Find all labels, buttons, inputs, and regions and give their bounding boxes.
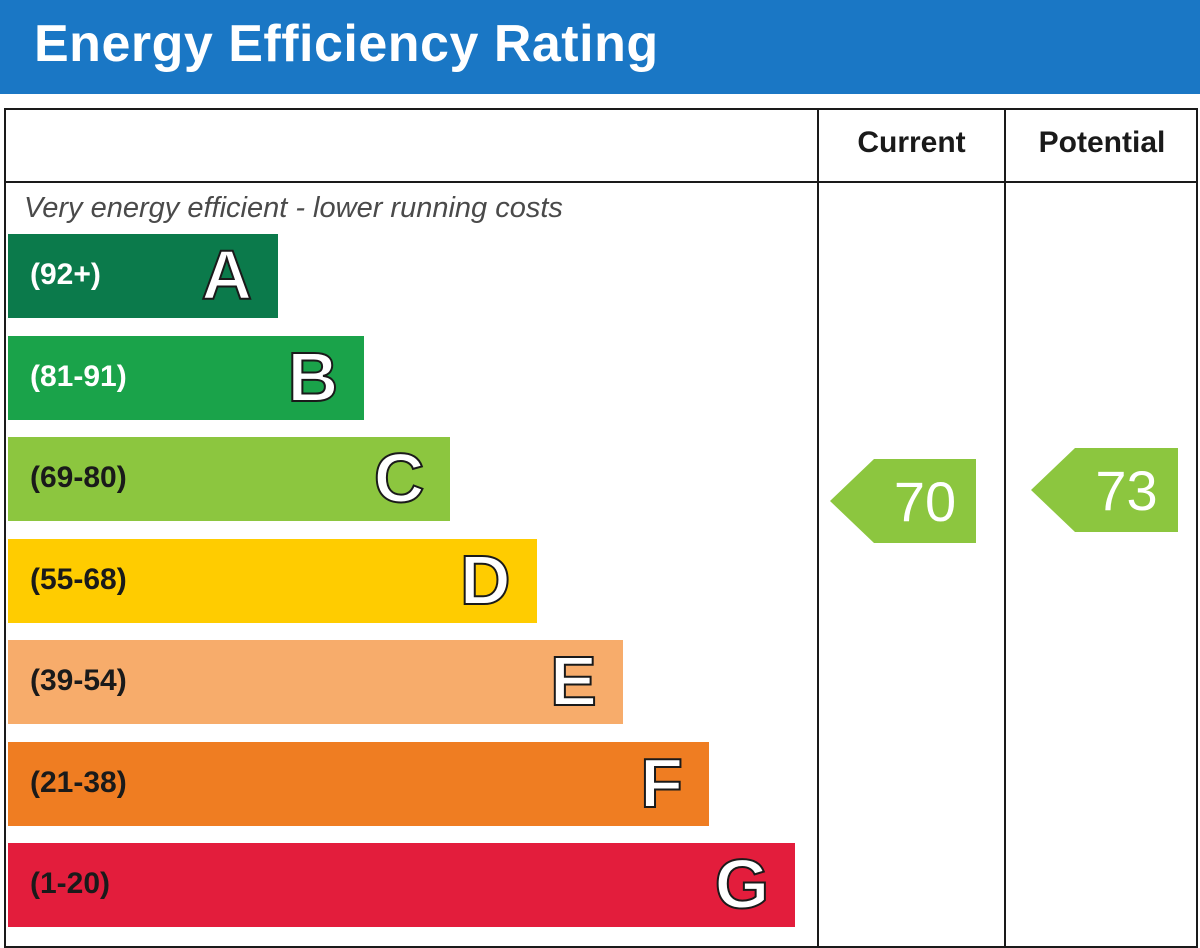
arrow-shape xyxy=(830,459,976,544)
arrow-shape xyxy=(1031,448,1178,533)
band-range-label: (21-38) xyxy=(30,765,127,799)
band-b: (81-91) B xyxy=(8,335,365,420)
band-letter: B xyxy=(287,337,340,416)
band-letter: C xyxy=(373,439,426,517)
band-range-label: (81-91) xyxy=(30,359,127,393)
potential-rating-value: 73 xyxy=(1095,458,1158,522)
band-range-label: (39-54) xyxy=(30,664,127,697)
band-letter: E xyxy=(549,642,598,720)
band-g: (1-20) G xyxy=(8,843,796,927)
band-letter: D xyxy=(459,540,512,619)
header-divider xyxy=(4,181,1198,183)
current-rating-arrow: 70 xyxy=(830,459,976,544)
potential-rating-arrow: 73 xyxy=(1031,448,1178,533)
band-e: (39-54) E xyxy=(8,640,623,724)
chart-subtitle: Very energy efficient - lower running co… xyxy=(24,192,563,224)
band-f: (21-38) F xyxy=(8,741,709,826)
title-bar: Energy Efficiency Rating xyxy=(0,0,1200,94)
band-letter: F xyxy=(639,743,684,822)
band-a: (92+) A xyxy=(8,234,278,318)
potential-column-divider xyxy=(1004,108,1006,948)
band-letter: G xyxy=(714,845,770,923)
current-column-header: Current xyxy=(857,126,966,159)
current-column-divider xyxy=(817,108,819,948)
current-rating-value: 70 xyxy=(893,469,957,533)
band-range-label: (1-20) xyxy=(30,867,111,900)
chart-title: Energy Efficiency Rating xyxy=(34,15,659,73)
band-c: (69-80) C xyxy=(8,437,451,521)
band-range-label: (55-68) xyxy=(30,562,127,596)
band-d: (55-68) D xyxy=(8,538,537,623)
band-range-label: (92+) xyxy=(30,258,101,291)
band-range-label: (69-80) xyxy=(30,461,127,494)
band-letter: A xyxy=(200,236,253,314)
potential-column-header: Potential xyxy=(1038,126,1166,159)
